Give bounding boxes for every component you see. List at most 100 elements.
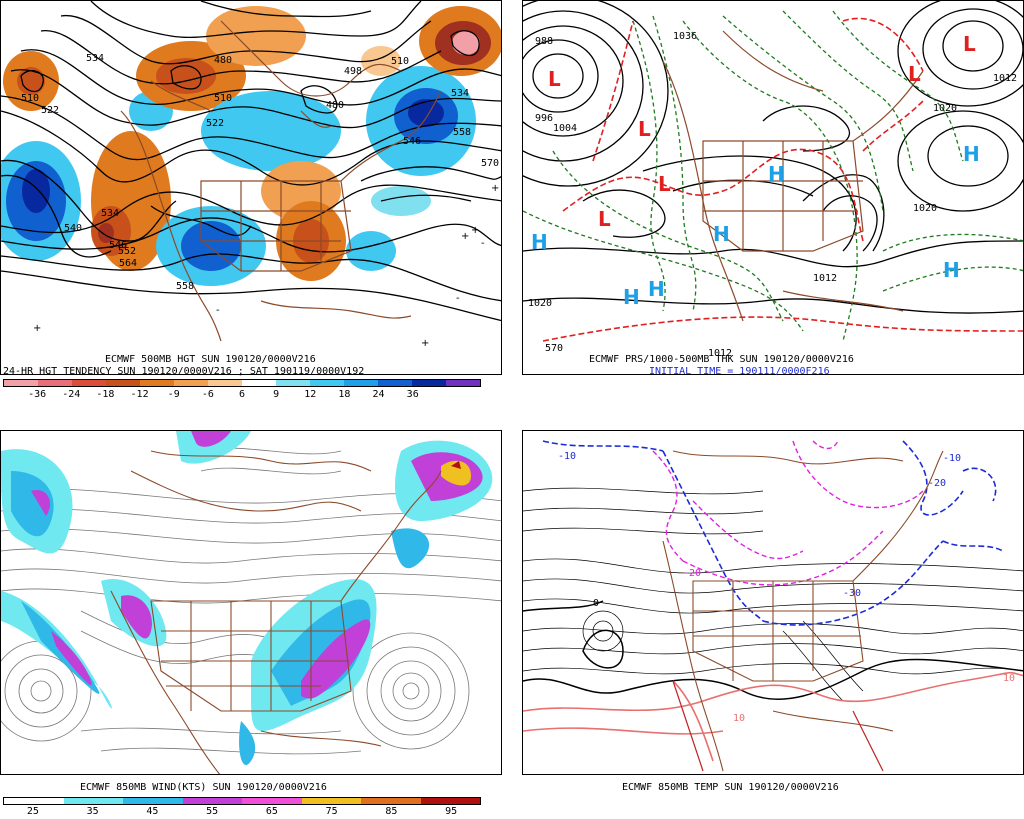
low-center: L (638, 117, 651, 141)
svg-text:-: - (481, 238, 485, 249)
colorbar-swatch (182, 798, 242, 804)
contour-label: 522 (41, 105, 59, 116)
svg-text:1012: 1012 (993, 73, 1017, 84)
colorbar-swatch (174, 380, 208, 386)
contour-label: 546 (403, 136, 421, 147)
colorbar-swatch (310, 380, 344, 386)
contour-label: 564 (119, 258, 137, 269)
high-center: H (943, 258, 960, 282)
coastlines (662, 30, 924, 322)
colorbar-swatch (361, 798, 421, 804)
svg-text:+: + (461, 231, 469, 242)
colorbar-tick-label: 25 (26, 806, 39, 817)
colorbar-swatch (140, 380, 174, 386)
svg-text:-10: -10 (943, 453, 961, 464)
isotherms-black (523, 487, 1023, 702)
colorbar-tick-label: 12 (304, 389, 317, 400)
isotherms-magenta (652, 440, 924, 586)
colorbar-tick-label: 75 (325, 806, 338, 817)
colorbar-tick-label: 24 (372, 389, 385, 400)
colorbar-swatch (301, 798, 361, 804)
svg-text:1012: 1012 (708, 348, 732, 359)
svg-text:1020: 1020 (933, 103, 957, 114)
contour-label: 534 (101, 208, 119, 219)
svg-text:-: - (216, 305, 220, 316)
panel-850mb-temp: -10 -20 -10 -20 -30 0 10 10 (522, 430, 1024, 775)
colorbar-tick-label: 36 (406, 389, 419, 400)
contour-label: 534 (451, 88, 469, 99)
colorbar-swatch (446, 380, 480, 386)
colorbar-tick-label: 85 (385, 806, 398, 817)
panel-pressure-thickness: L L L L L L H H H H H H H 988 996 1004 1… (522, 0, 1024, 375)
colorbar-tick-label: 55 (206, 806, 219, 817)
colorbar-tick-label: 95 (445, 806, 458, 817)
high-center: H (648, 277, 665, 301)
wind-speed-shading (1, 431, 493, 766)
contour-label: 498 (344, 66, 362, 77)
contour-label: 534 (86, 53, 104, 64)
coastlines (662, 450, 944, 772)
high-center: H (963, 142, 980, 166)
contour-label: 510 (21, 93, 39, 104)
svg-text:-10: -10 (558, 451, 576, 462)
wind-colorbar (3, 797, 481, 805)
colorbar-tick-label: 6 (238, 389, 246, 400)
map-500mb-height: 534 510 522 534 540 546 552 558 564 570 … (1, 1, 501, 349)
colorbar-swatch (242, 380, 276, 386)
svg-text:-30: -30 (843, 588, 861, 599)
svg-text:+: + (471, 225, 479, 236)
panel-850mb-wind (0, 430, 502, 775)
high-center: H (713, 222, 730, 246)
panel-tr-title-1: ECMWF PRS/1000-500MB THK SUN 190120/0000… (589, 354, 854, 365)
low-center: L (658, 172, 671, 196)
contour-label: 540 (64, 223, 82, 234)
contour-label: 570 (481, 158, 499, 169)
svg-text:+: + (491, 183, 499, 194)
colorbar-tick-label: -6 (201, 389, 214, 400)
colorbar-tick-label: 45 (146, 806, 159, 817)
colorbar-swatch (63, 798, 123, 804)
svg-text:+: + (421, 338, 429, 349)
svg-text:0: 0 (593, 598, 599, 609)
tendency-symbols: +++ +-- -+ (33, 183, 499, 349)
map-pressure-thickness: L L L L L L H H H H H H H 988 996 1004 1… (523, 1, 1023, 359)
svg-text:570: 570 (545, 343, 563, 354)
contour-label: 558 (176, 281, 194, 292)
svg-text:10: 10 (733, 713, 745, 724)
svg-text:1020: 1020 (528, 298, 552, 309)
contour-labels: 534 510 522 534 540 546 552 558 564 570 … (21, 53, 499, 292)
isotherms-bold (523, 600, 1023, 700)
contour-label: 510 (214, 93, 232, 104)
colorbar-swatch (412, 380, 446, 386)
colorbar-tick-label: -24 (62, 389, 81, 400)
low-center: L (963, 32, 976, 56)
coastlines (110, 450, 442, 774)
isobar-labels: 988 996 1004 1036 1020 1020 1012 1020 10… (528, 31, 1017, 359)
isotherms-warm (523, 671, 1023, 762)
colorbar-swatch (123, 798, 183, 804)
contour-label: 480 (214, 55, 232, 66)
colorbar-swatch (378, 380, 412, 386)
svg-text:-20: -20 (928, 478, 946, 489)
pressure-centers: L L L L L L H H H H H H H (531, 32, 980, 309)
tendency-colorbar-ticks: -36 -24 -18 -12 -9 -6 6 9 12 18 24 36 (3, 389, 481, 401)
contour-label: 546 (109, 240, 127, 251)
colorbar-swatch (4, 380, 38, 386)
map-850mb-wind (1, 431, 501, 774)
tendency-colorbar (3, 379, 481, 387)
low-center: L (908, 62, 921, 86)
colorbar-swatch (208, 380, 242, 386)
svg-text:+: + (33, 323, 41, 334)
contour-label: 522 (206, 118, 224, 129)
colorbar-swatch (242, 798, 302, 804)
svg-text:988: 988 (535, 36, 553, 47)
isotherm-labels: -10 -20 -10 -20 -30 0 10 10 (558, 451, 1015, 724)
low-center: L (548, 67, 561, 91)
panel-bl-title-1: ECMWF 850MB WIND(KTS) SUN 190120/0000V21… (80, 782, 327, 793)
high-center: H (623, 285, 640, 309)
panel-br-title-1: ECMWF 850MB TEMP SUN 190120/0000V216 (622, 782, 839, 793)
colorbar-tick-label: 65 (265, 806, 278, 817)
panel-500mb-height: 534 510 522 534 540 546 552 558 564 570 … (0, 0, 502, 375)
colorbar-swatch (276, 380, 310, 386)
contour-label: 510 (391, 56, 409, 67)
